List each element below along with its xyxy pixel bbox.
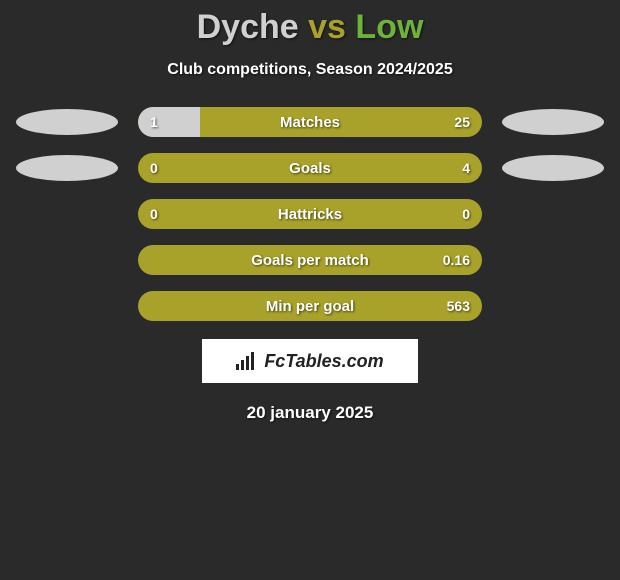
value-right: 563	[447, 298, 470, 314]
player1-badge	[16, 155, 118, 181]
value-left: 0	[150, 160, 158, 176]
stat-row: Goals per match 0.16	[0, 245, 620, 275]
stat-label: Hattricks	[278, 206, 342, 223]
date: 20 january 2025	[0, 403, 620, 423]
stat-row: Min per goal 563	[0, 291, 620, 321]
stat-label: Min per goal	[266, 298, 354, 315]
comparison-title: Dyche vs Low	[0, 0, 620, 47]
value-right: 25	[454, 114, 470, 130]
stat-label: Goals per match	[251, 252, 369, 269]
stat-bar: Goals per match 0.16	[138, 245, 482, 275]
stat-label: Goals	[289, 160, 331, 177]
stat-bar: 0 Hattricks 0	[138, 199, 482, 229]
stat-row: 0 Goals 4	[0, 153, 620, 183]
value-right: 4	[462, 160, 470, 176]
bar-fill-left	[138, 107, 200, 137]
player2-badge	[502, 155, 604, 181]
stat-row: 1 Matches 25	[0, 107, 620, 137]
logo: FcTables.com	[236, 351, 383, 372]
logo-box: FcTables.com	[202, 339, 418, 383]
value-right: 0.16	[443, 252, 470, 268]
stats-container: 1 Matches 25 0 Goals 4 0 Hattricks 0 Goals per ma…	[0, 107, 620, 321]
player2-badge	[502, 109, 604, 135]
stat-bar: Min per goal 563	[138, 291, 482, 321]
value-right: 0	[462, 206, 470, 222]
stat-bar: 0 Goals 4	[138, 153, 482, 183]
stat-bar: 1 Matches 25	[138, 107, 482, 137]
value-left: 0	[150, 206, 158, 222]
player1-name: Dyche	[197, 8, 299, 46]
bars-icon	[236, 352, 258, 370]
vs-text: vs	[308, 8, 346, 46]
logo-text: FcTables.com	[264, 351, 383, 372]
player1-badge	[16, 109, 118, 135]
stat-row: 0 Hattricks 0	[0, 199, 620, 229]
value-left: 1	[150, 114, 158, 130]
stat-label: Matches	[280, 114, 340, 131]
subtitle: Club competitions, Season 2024/2025	[0, 61, 620, 79]
player2-name: Low	[355, 8, 423, 46]
